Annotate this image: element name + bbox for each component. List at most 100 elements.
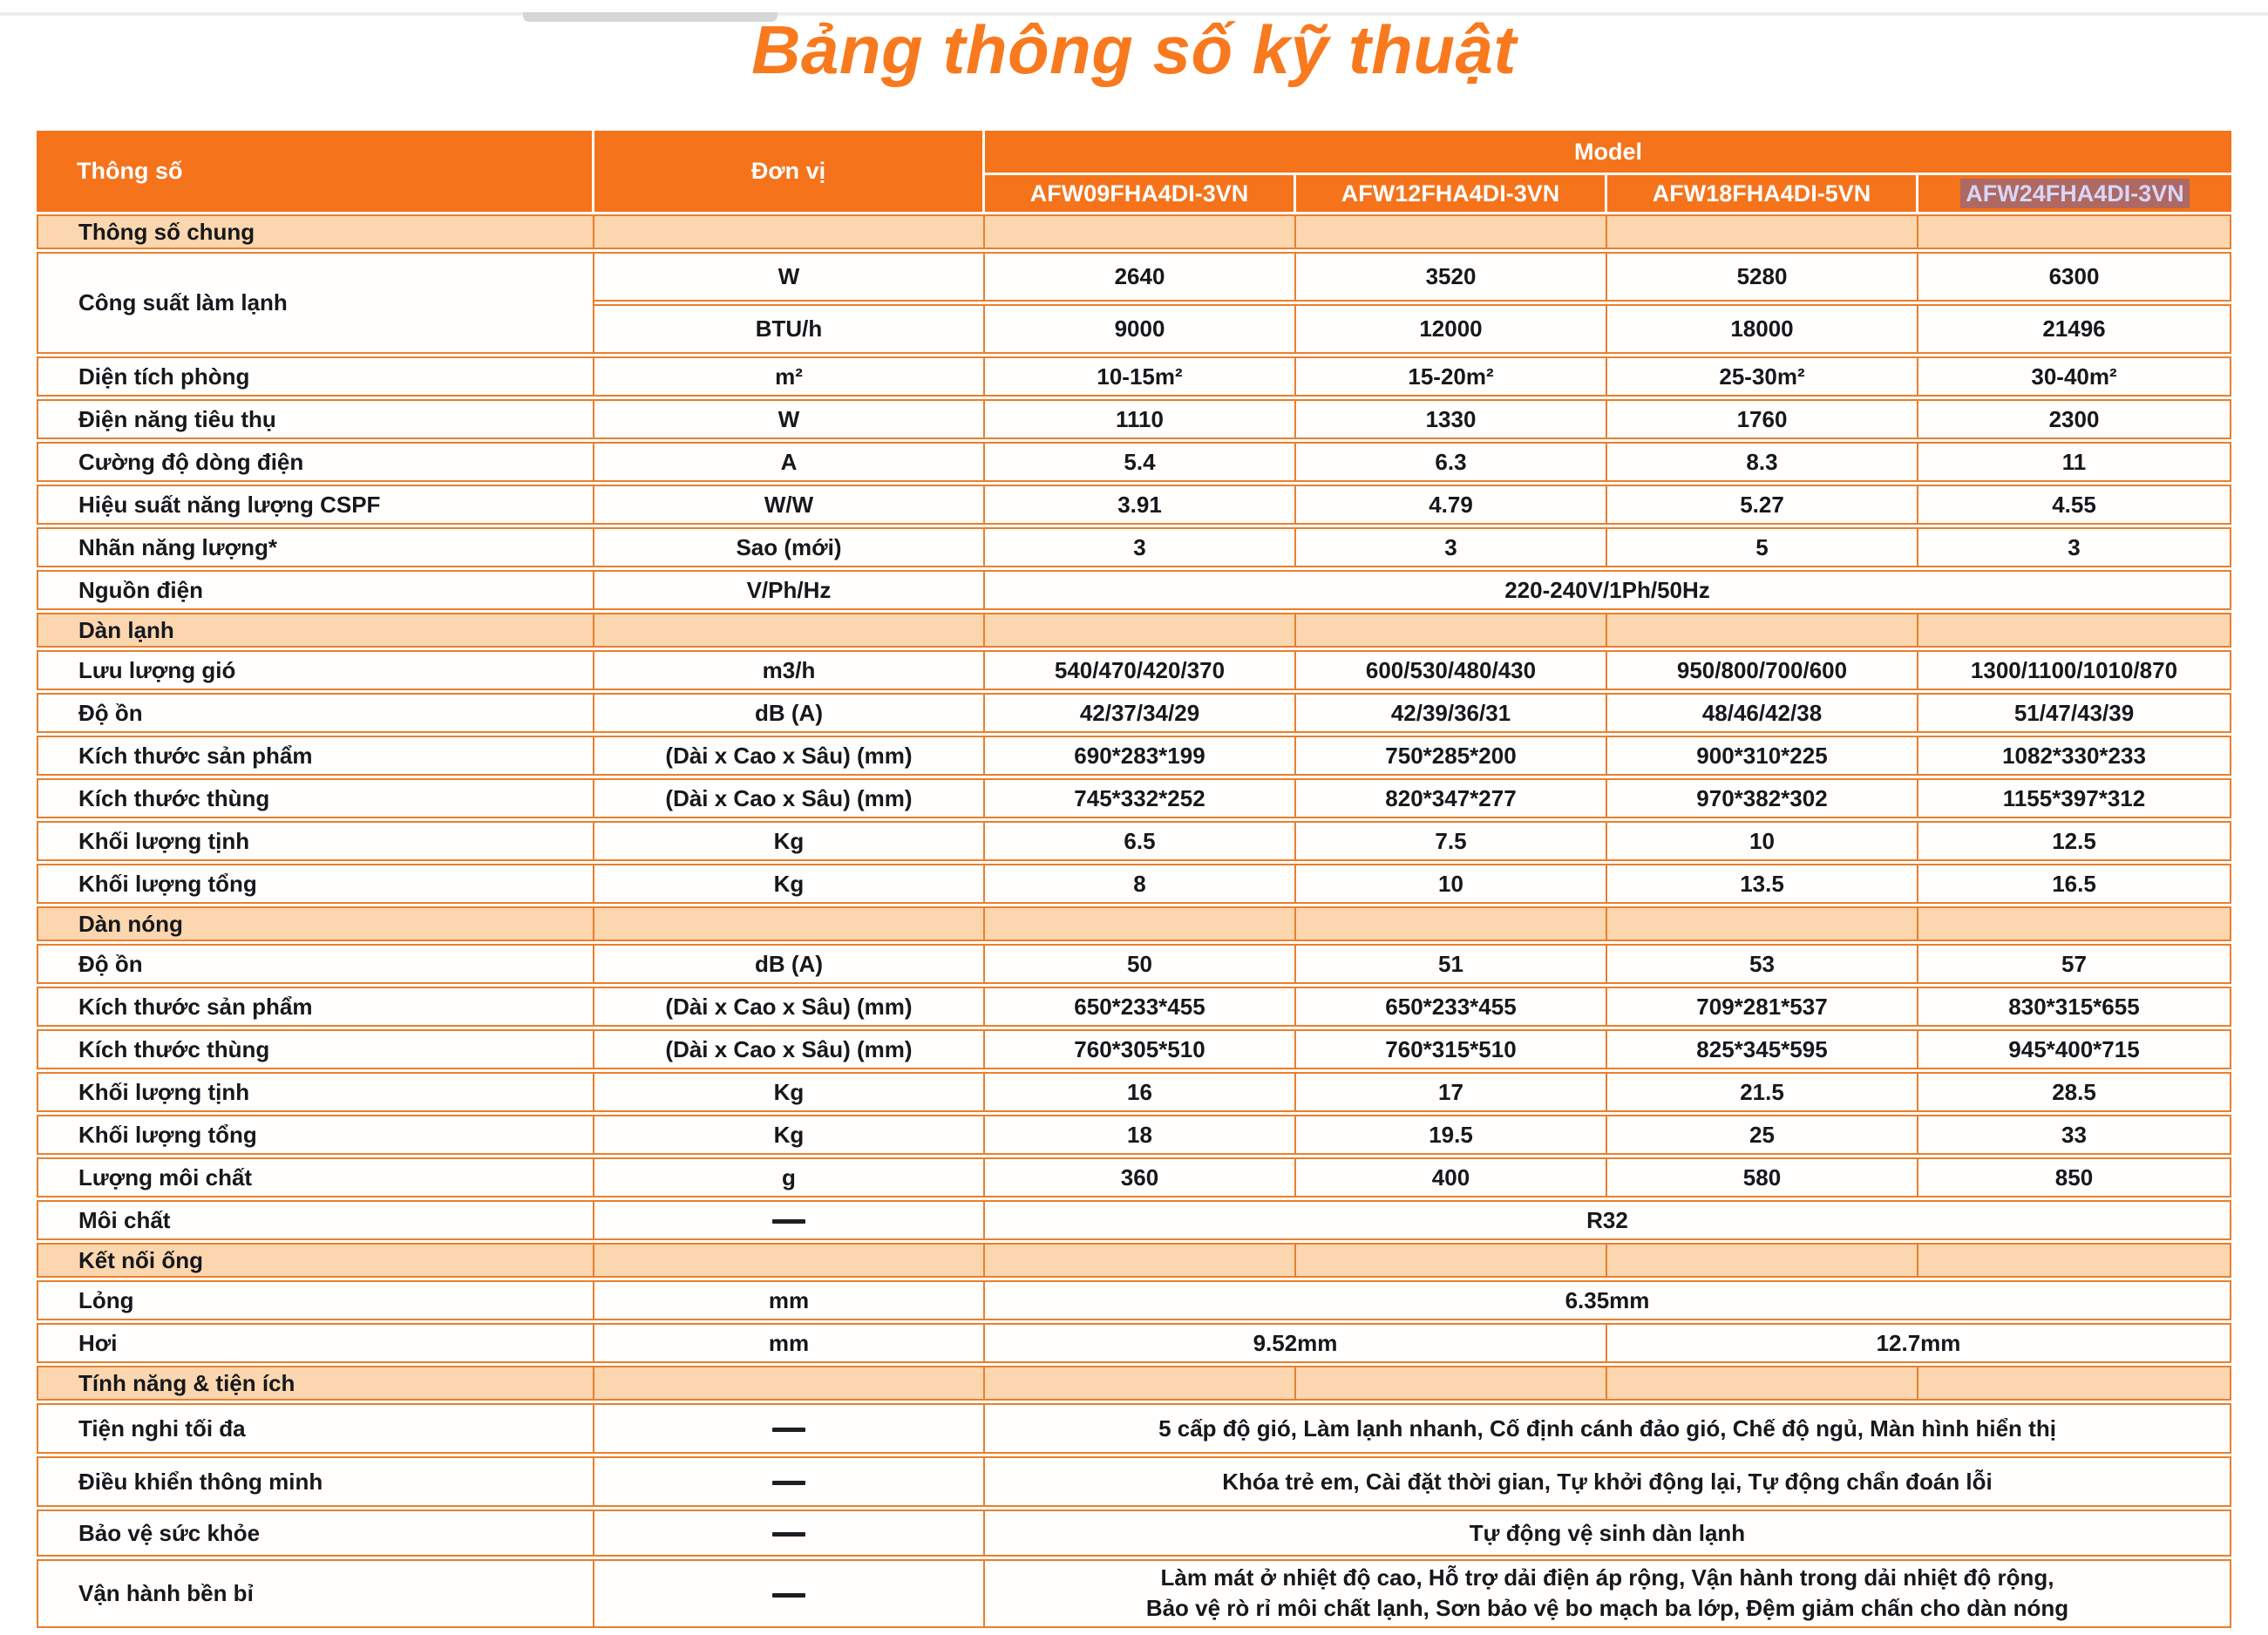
- value-cell: 11: [1918, 442, 2231, 483]
- value-cell: 709*281*537: [1607, 987, 1918, 1028]
- unit-cell: (Dài x Cao x Sâu) (mm): [594, 736, 985, 777]
- table-row: Khối lượng tịnh Kg 6.5 7.5 10 12.5: [37, 821, 2231, 862]
- model-column-header-4: AFW24FHA4DI-3VN: [1918, 175, 2231, 213]
- table-row: Lưu lượng gió m3/h 540/470/420/370 600/530/…: [37, 650, 2231, 691]
- table-row: Kích thước sản phẩm (Dài x Cao x Sâu) (mm…: [37, 736, 2231, 777]
- section-label-cell: Dàn lạnh: [37, 613, 594, 648]
- table-row: Tiện nghi tối đa 5 cấp độ gió, Làm lạnh n…: [37, 1403, 2231, 1455]
- value-cell: 360: [985, 1157, 1296, 1198]
- param-label-cell: Nhãn năng lượng*: [37, 527, 594, 568]
- table-row: Kích thước thùng (Dài x Cao x Sâu) (mm) 76…: [37, 1029, 2231, 1070]
- param-label-cell: Nguồn điện: [37, 570, 594, 611]
- unit-cell: A: [594, 442, 985, 483]
- dash-icon: [772, 1532, 805, 1537]
- selected-model-highlight: AFW24FHA4DI-3VN: [1960, 178, 2190, 208]
- value-cell: 33: [1918, 1115, 2231, 1156]
- value-cell: 3: [1918, 527, 2231, 568]
- value-cell: 1155*397*312: [1918, 778, 2231, 819]
- section-cell: [1918, 613, 2231, 648]
- table-header-row: Thông số Đơn vị Model: [37, 131, 2231, 213]
- value-cell: 900*310*225: [1607, 736, 1918, 777]
- section-label-cell: Kết nối ống: [37, 1243, 594, 1279]
- section-cell: [1296, 1366, 1607, 1401]
- value-cell: 9.52mm: [985, 1323, 1607, 1364]
- table-row: Khối lượng tổng Kg 8 10 13.5 16.5: [37, 864, 2231, 905]
- header-unit: Đơn vị: [594, 131, 985, 213]
- unit-cell: (Dài x Cao x Sâu) (mm): [594, 778, 985, 819]
- section-cell: [1607, 214, 1918, 250]
- section-cell: [985, 613, 1296, 648]
- table-row: Công suất làm lạnh W 2640 3520 5280 6300: [37, 252, 2231, 355]
- value-cell: 830*315*655: [1918, 987, 2231, 1028]
- param-label-cell: Hiệu suất năng lượng CSPF: [37, 485, 594, 526]
- value-cell: 1330: [1296, 399, 1607, 440]
- unit-cell: mm: [594, 1280, 985, 1321]
- value-cell: 650*233*455: [1296, 987, 1607, 1028]
- section-cell: [1296, 1243, 1607, 1279]
- param-label-cell: Bảo vệ sức khỏe: [37, 1509, 594, 1557]
- unit-cell: g: [594, 1157, 985, 1198]
- value-cell: 42/39/36/31: [1296, 693, 1607, 734]
- unit-cell: mm: [594, 1323, 985, 1364]
- value-cell: Tự động vệ sinh dàn lạnh: [985, 1509, 2231, 1557]
- unit-cell: Kg: [594, 1072, 985, 1113]
- spec-table: Thông số Đơn vị Model AFW09FHA4DI-3VN AF…: [37, 128, 2231, 1630]
- param-label-cell: Điều khiển thông minh: [37, 1456, 594, 1508]
- param-label-cell: Khối lượng tổng: [37, 864, 594, 905]
- value-cell: 825*345*595: [1607, 1029, 1918, 1070]
- section-row: Dàn nóng: [37, 906, 2231, 942]
- section-row: Thông số chung: [37, 214, 2231, 250]
- unit-cell: Kg: [594, 1115, 985, 1156]
- section-cell: [1607, 613, 1918, 648]
- section-cell: [985, 906, 1296, 942]
- unit-cell: dB (A): [594, 944, 985, 985]
- table-row: Diện tích phòng m² 10-15m² 15-20m² 25-30m² 30…: [37, 356, 2231, 397]
- section-cell: [1296, 214, 1607, 250]
- param-label-cell: Điện năng tiêu thụ: [37, 399, 594, 440]
- header-param: Thông số: [37, 131, 594, 213]
- value-cell: 12000: [1296, 304, 1607, 355]
- value-cell: 10: [1296, 864, 1607, 905]
- value-cell: 13.5: [1607, 864, 1918, 905]
- table-row: Kích thước thùng (Dài x Cao x Sâu) (mm) 74…: [37, 778, 2231, 819]
- unit-cell: dB (A): [594, 693, 985, 734]
- value-cell: 16.5: [1918, 864, 2231, 905]
- dash-icon: [772, 1428, 805, 1433]
- value-cell: 8.3: [1607, 442, 1918, 483]
- value-cell: 400: [1296, 1157, 1607, 1198]
- param-label-cell: Hơi: [37, 1323, 594, 1364]
- value-cell: 21496: [1918, 304, 2231, 355]
- table-row: Nhãn năng lượng* Sao (mới) 3 3 5 3: [37, 527, 2231, 568]
- value-cell: 48/46/42/38: [1607, 693, 1918, 734]
- value-cell: 25-30m²: [1607, 356, 1918, 397]
- param-label-cell: Lượng môi chất: [37, 1157, 594, 1198]
- value-cell: 42/37/34/29: [985, 693, 1296, 734]
- param-label-cell: Vận hành bền bỉ: [37, 1559, 594, 1628]
- value-cell: 5280: [1607, 252, 1918, 302]
- param-label-cell: Kích thước thùng: [37, 778, 594, 819]
- value-cell: 50: [985, 944, 1296, 985]
- table-row: Điện năng tiêu thụ W 1110 1330 1760 2300: [37, 399, 2231, 440]
- dash-icon: [772, 1592, 805, 1598]
- unit-cell: V/Ph/Hz: [594, 570, 985, 611]
- header-model-group: Model: [985, 131, 2231, 173]
- param-label-cell: Độ ồn: [37, 944, 594, 985]
- value-cell: 7.5: [1296, 821, 1607, 862]
- table-row: Độ ồn dB (A) 50 51 53 57: [37, 944, 2231, 985]
- table-row: Khối lượng tịnh Kg 16 17 21.5 28.5: [37, 1072, 2231, 1113]
- section-row: Kết nối ống: [37, 1243, 2231, 1279]
- unit-cell: m²: [594, 356, 985, 397]
- unit-cell: BTU/h: [594, 304, 985, 355]
- value-cell: 25: [1607, 1115, 1918, 1156]
- unit-cell: W/W: [594, 485, 985, 526]
- model-column-header-3: AFW18FHA4DI-5VN: [1607, 175, 1918, 213]
- scrollbar-thumb-horizontal[interactable]: [523, 12, 778, 22]
- table-row: Lượng môi chất g 360 400 580 850: [37, 1157, 2231, 1198]
- section-row: Dàn lạnh: [37, 613, 2231, 648]
- value-cell: 1760: [1607, 399, 1918, 440]
- unit-cell: [594, 1200, 985, 1241]
- value-cell: 5.4: [985, 442, 1296, 483]
- section-cell: [1918, 1243, 2231, 1279]
- section-cell: [1918, 214, 2231, 250]
- section-label-cell: Dàn nóng: [37, 906, 594, 942]
